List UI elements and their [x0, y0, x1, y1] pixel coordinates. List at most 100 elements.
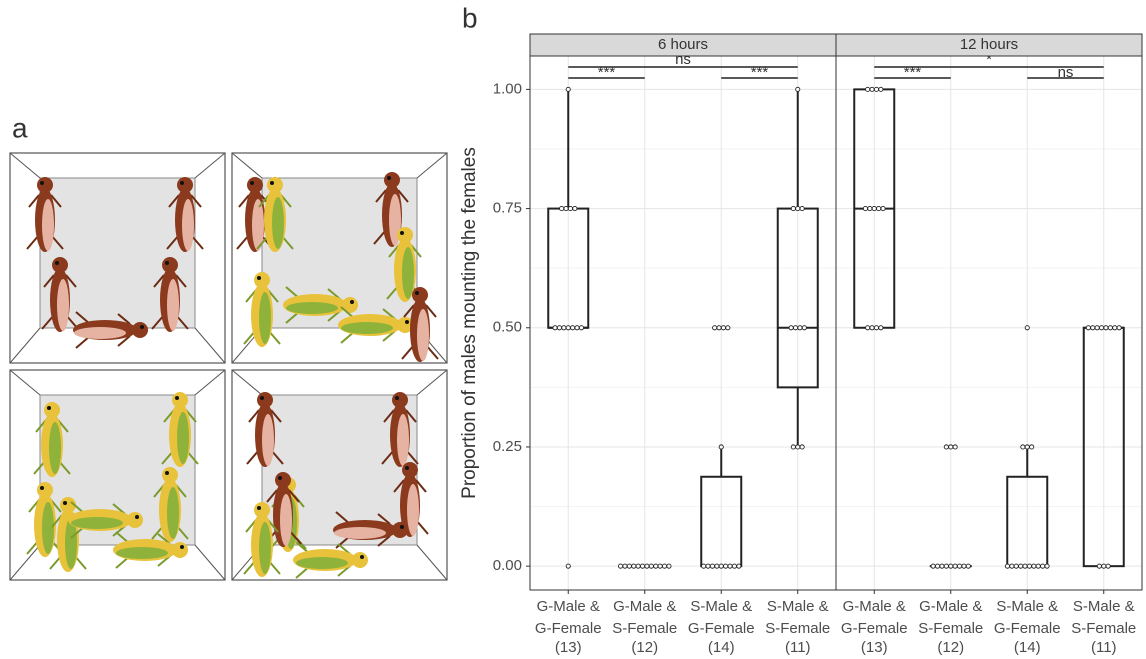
x-tick-label: (12) [631, 639, 658, 656]
x-tick-label: (14) [1014, 639, 1041, 656]
x-tick-label: S-Male & [690, 598, 752, 615]
x-tick-label: G-Female [688, 620, 755, 637]
data-point [800, 206, 804, 210]
data-point [571, 326, 575, 330]
data-point [649, 564, 653, 568]
y-tick-label: 0.50 [493, 319, 522, 336]
data-point [879, 87, 883, 91]
data-point [1019, 564, 1023, 568]
data-point [791, 445, 795, 449]
data-point [566, 326, 570, 330]
x-tick-label: G-Male & [919, 598, 982, 615]
data-point [866, 326, 870, 330]
data-point [667, 564, 671, 568]
x-tick-label: S-Male & [1073, 598, 1135, 615]
data-point [800, 445, 804, 449]
x-tick-label: (11) [785, 639, 811, 656]
panel-a-illustration [10, 153, 447, 580]
x-tick-label: S-Female [765, 620, 830, 637]
y-tick-label: 0.25 [493, 438, 522, 455]
panel-background [530, 56, 836, 590]
panel-label: a [12, 112, 28, 143]
data-point [1045, 564, 1049, 568]
x-tick-label: S-Female [918, 620, 983, 637]
data-point [627, 564, 631, 568]
x-tick-label: S-Male & [767, 598, 829, 615]
data-point [1091, 326, 1095, 330]
data-point [1041, 564, 1045, 568]
data-point [1099, 326, 1103, 330]
data-point [726, 326, 730, 330]
data-point [564, 206, 568, 210]
data-point [618, 564, 622, 568]
x-tick-label: G-Female [841, 620, 908, 637]
data-point [724, 564, 728, 568]
data-point [1097, 564, 1101, 568]
significance-label: *** [751, 64, 769, 81]
data-point [566, 564, 570, 568]
data-point [872, 206, 876, 210]
data-point [1032, 564, 1036, 568]
data-point [568, 206, 572, 210]
data-point [640, 564, 644, 568]
data-point [802, 326, 806, 330]
data-point [1005, 564, 1009, 568]
data-point [879, 326, 883, 330]
data-point [728, 564, 732, 568]
y-tick-label: 0.00 [493, 557, 522, 574]
data-point [949, 564, 953, 568]
x-tick-label: S-Female [612, 620, 677, 637]
data-point [870, 326, 874, 330]
data-point [874, 326, 878, 330]
data-point [796, 206, 800, 210]
x-tick-label: S-Female [1071, 620, 1136, 637]
data-point [1106, 564, 1110, 568]
data-point [662, 564, 666, 568]
data-point [1086, 326, 1090, 330]
data-point [796, 87, 800, 91]
data-point [1113, 326, 1117, 330]
x-tick-label: G-Male & [613, 598, 676, 615]
data-point [1023, 564, 1027, 568]
data-point [953, 564, 957, 568]
data-point [1025, 326, 1029, 330]
x-tick-label: (13) [555, 639, 582, 656]
x-tick-label: (13) [861, 639, 888, 656]
data-point [573, 206, 577, 210]
data-point [953, 445, 957, 449]
x-tick-label: S-Male & [996, 598, 1058, 615]
data-point [931, 564, 935, 568]
panel-background [836, 56, 1142, 590]
data-point [1095, 326, 1099, 330]
data-point [949, 445, 953, 449]
data-point [1108, 326, 1112, 330]
x-tick-label: (14) [708, 639, 735, 656]
data-point [793, 326, 797, 330]
y-tick-label: 1.00 [493, 80, 522, 97]
data-point [940, 564, 944, 568]
data-point [1104, 326, 1108, 330]
data-point [579, 326, 583, 330]
data-point [1036, 564, 1040, 568]
x-tick-label: G-Female [994, 620, 1061, 637]
data-point [575, 326, 579, 330]
data-point [1010, 564, 1014, 568]
data-point [868, 206, 872, 210]
data-point [645, 564, 649, 568]
data-point [962, 564, 966, 568]
data-point [715, 564, 719, 568]
data-point [562, 326, 566, 330]
data-point [870, 87, 874, 91]
data-point [706, 564, 710, 568]
x-tick-label: (11) [1091, 639, 1117, 656]
data-point [553, 326, 557, 330]
data-point [935, 564, 939, 568]
data-point [732, 564, 736, 568]
data-point [737, 564, 741, 568]
x-tick-label: G-Male & [843, 598, 906, 615]
data-point [1027, 564, 1031, 568]
data-point [713, 326, 717, 330]
data-point [796, 445, 800, 449]
data-point [863, 206, 867, 210]
data-point [560, 206, 564, 210]
